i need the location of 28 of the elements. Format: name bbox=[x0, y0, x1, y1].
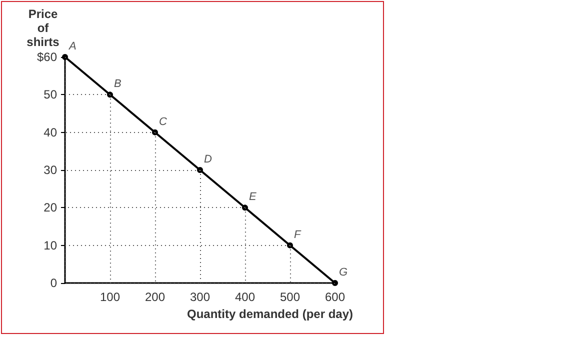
point bbox=[197, 167, 203, 173]
point bbox=[242, 204, 248, 211]
y-tick-label: 0 bbox=[50, 276, 58, 290]
x-axis-title: Quantity demanded (per day) bbox=[186, 306, 354, 321]
y-tick-label: 40 bbox=[44, 125, 58, 140]
y-tick-label: 30 bbox=[44, 163, 58, 177]
y-tick-label: $60 bbox=[36, 50, 58, 64]
annotation: G bbox=[339, 266, 348, 278]
annotation: C bbox=[159, 116, 167, 128]
x-tick-label: 200 bbox=[144, 290, 166, 304]
annotation: A bbox=[68, 40, 76, 52]
point bbox=[287, 242, 293, 248]
y-tick-label: 20 bbox=[44, 200, 58, 215]
annotation: D bbox=[204, 154, 212, 166]
x-tick-label: 400 bbox=[234, 290, 256, 304]
annotation: F bbox=[294, 228, 302, 241]
annotation: B bbox=[114, 78, 122, 90]
point bbox=[107, 92, 113, 98]
x-tick-label: 500 bbox=[280, 290, 300, 304]
annotation: E bbox=[249, 191, 257, 204]
x-tick-label: 600 bbox=[324, 290, 346, 304]
y-tick-label: 50 bbox=[44, 88, 58, 102]
point bbox=[332, 280, 338, 286]
x-tick-label: 300 bbox=[190, 290, 210, 304]
y-tick-label: 10 bbox=[44, 238, 58, 252]
point bbox=[152, 129, 158, 136]
y-axis-title: Price of shirts bbox=[26, 7, 60, 49]
x-tick-label: 100 bbox=[100, 290, 120, 304]
